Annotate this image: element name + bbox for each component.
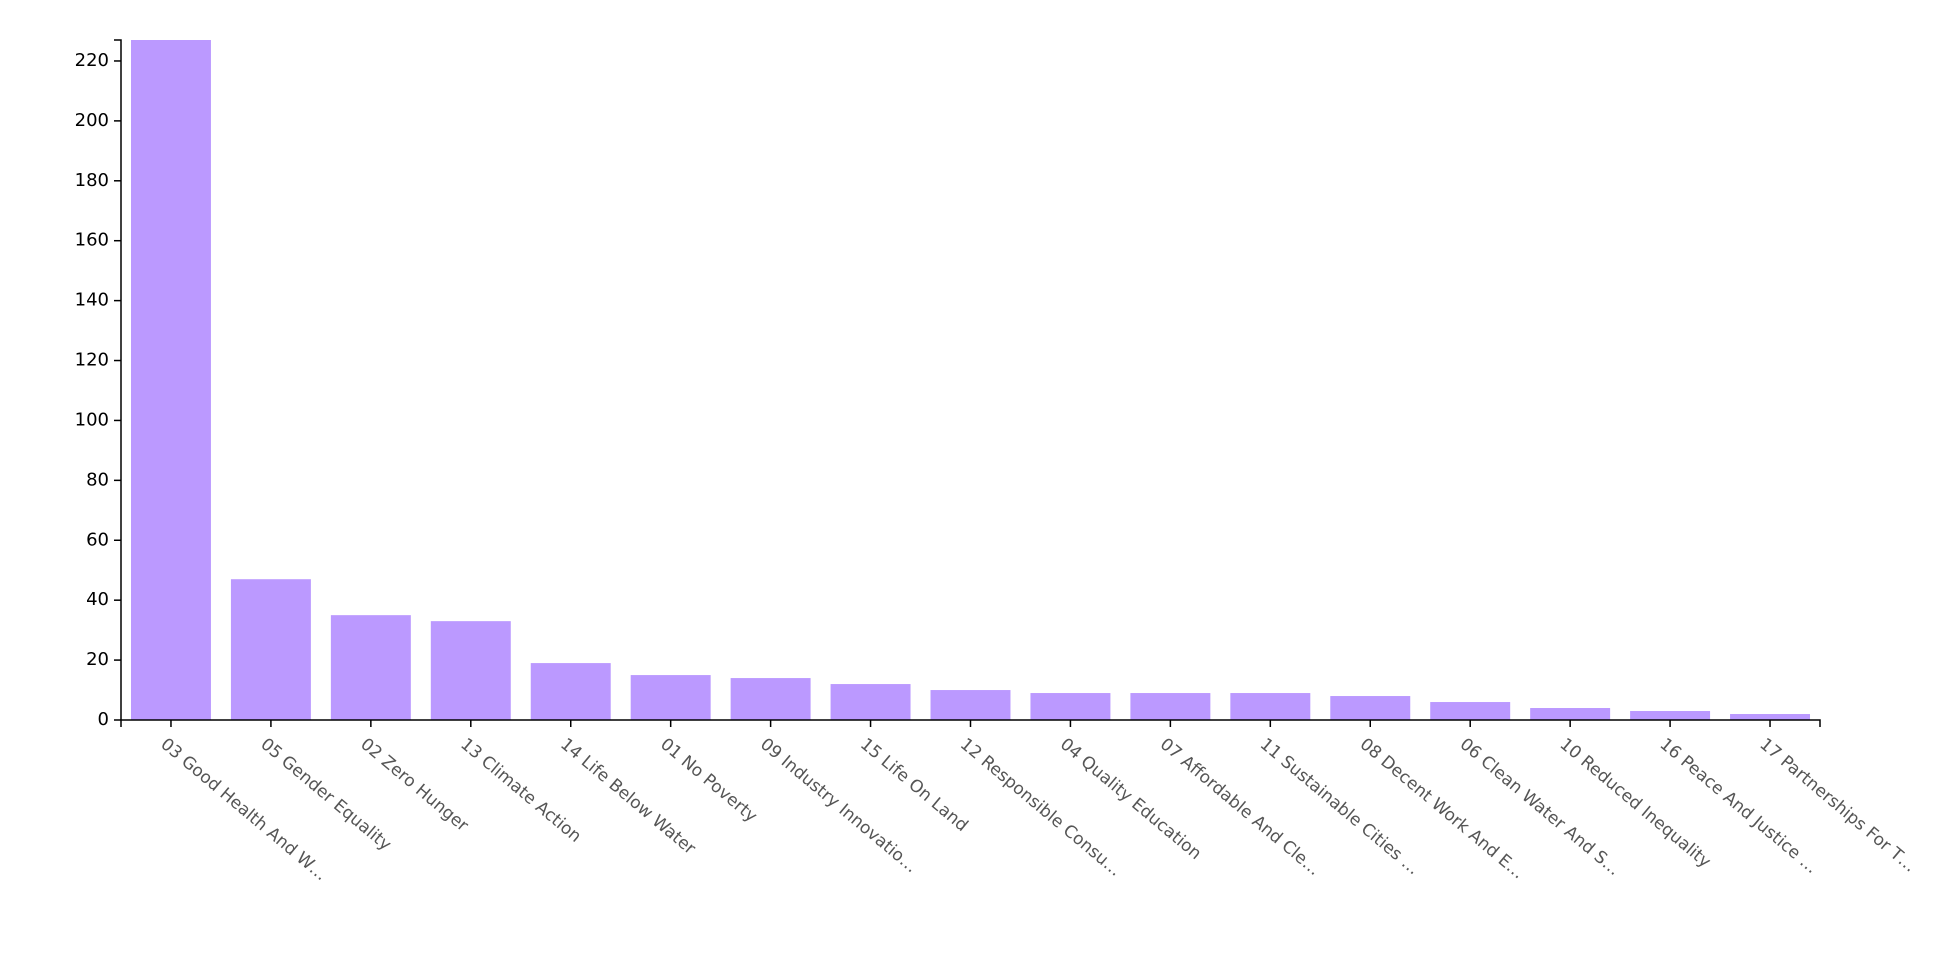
bar xyxy=(430,621,511,720)
x-tick-label: 03 Good Health And W… xyxy=(157,734,331,885)
bar xyxy=(1030,693,1111,720)
bar xyxy=(930,690,1011,720)
bar xyxy=(630,675,711,720)
bar xyxy=(1230,693,1311,720)
bar xyxy=(230,579,311,720)
x-tick-label: 11 Sustainable Cities … xyxy=(1256,734,1423,879)
bar xyxy=(1730,714,1811,720)
bar xyxy=(830,684,911,720)
x-tick-label: 16 Peace And Justice … xyxy=(1656,734,1822,878)
bar xyxy=(1430,702,1511,720)
bar xyxy=(730,678,811,720)
y-tick-label: 160 xyxy=(75,230,109,251)
bar xyxy=(1630,711,1711,720)
y-tick-label: 60 xyxy=(86,529,109,550)
bar xyxy=(1330,696,1411,720)
x-tick-label: 02 Zero Hunger xyxy=(356,734,472,836)
y-tick-label: 200 xyxy=(75,110,109,131)
x-tick-label: 09 Industry Innovatio… xyxy=(756,734,921,877)
y-axis xyxy=(114,39,122,720)
y-tick-label: 20 xyxy=(86,649,109,670)
x-tick-label: 07 Affordable And Cle… xyxy=(1156,734,1324,880)
y-tick-label: 140 xyxy=(75,290,109,311)
y-tick-label: 220 xyxy=(75,50,109,71)
y-tick-label: 0 xyxy=(98,709,109,730)
x-tick-label: 01 No Poverty xyxy=(656,734,761,826)
x-tick-label: 06 Clean Water And S… xyxy=(1456,734,1624,880)
y-tick-label: 100 xyxy=(75,409,109,430)
y-tick-label: 40 xyxy=(86,589,109,610)
bar xyxy=(130,40,211,720)
bar xyxy=(530,663,611,720)
x-tick-label: 15 Life On Land xyxy=(856,734,972,836)
x-tick-label: 12 Responsible Consu… xyxy=(956,734,1125,880)
bar xyxy=(330,615,411,720)
y-tick-label: 180 xyxy=(75,170,109,191)
x-axis xyxy=(120,719,1821,727)
bar xyxy=(1130,693,1211,720)
bar xyxy=(1530,708,1611,720)
x-tick-label: 17 Partnerships For T… xyxy=(1756,734,1920,876)
y-tick-label: 120 xyxy=(75,350,109,371)
x-tick-label: 08 Decent Work And E… xyxy=(1356,734,1528,883)
y-tick-label: 80 xyxy=(86,469,109,490)
